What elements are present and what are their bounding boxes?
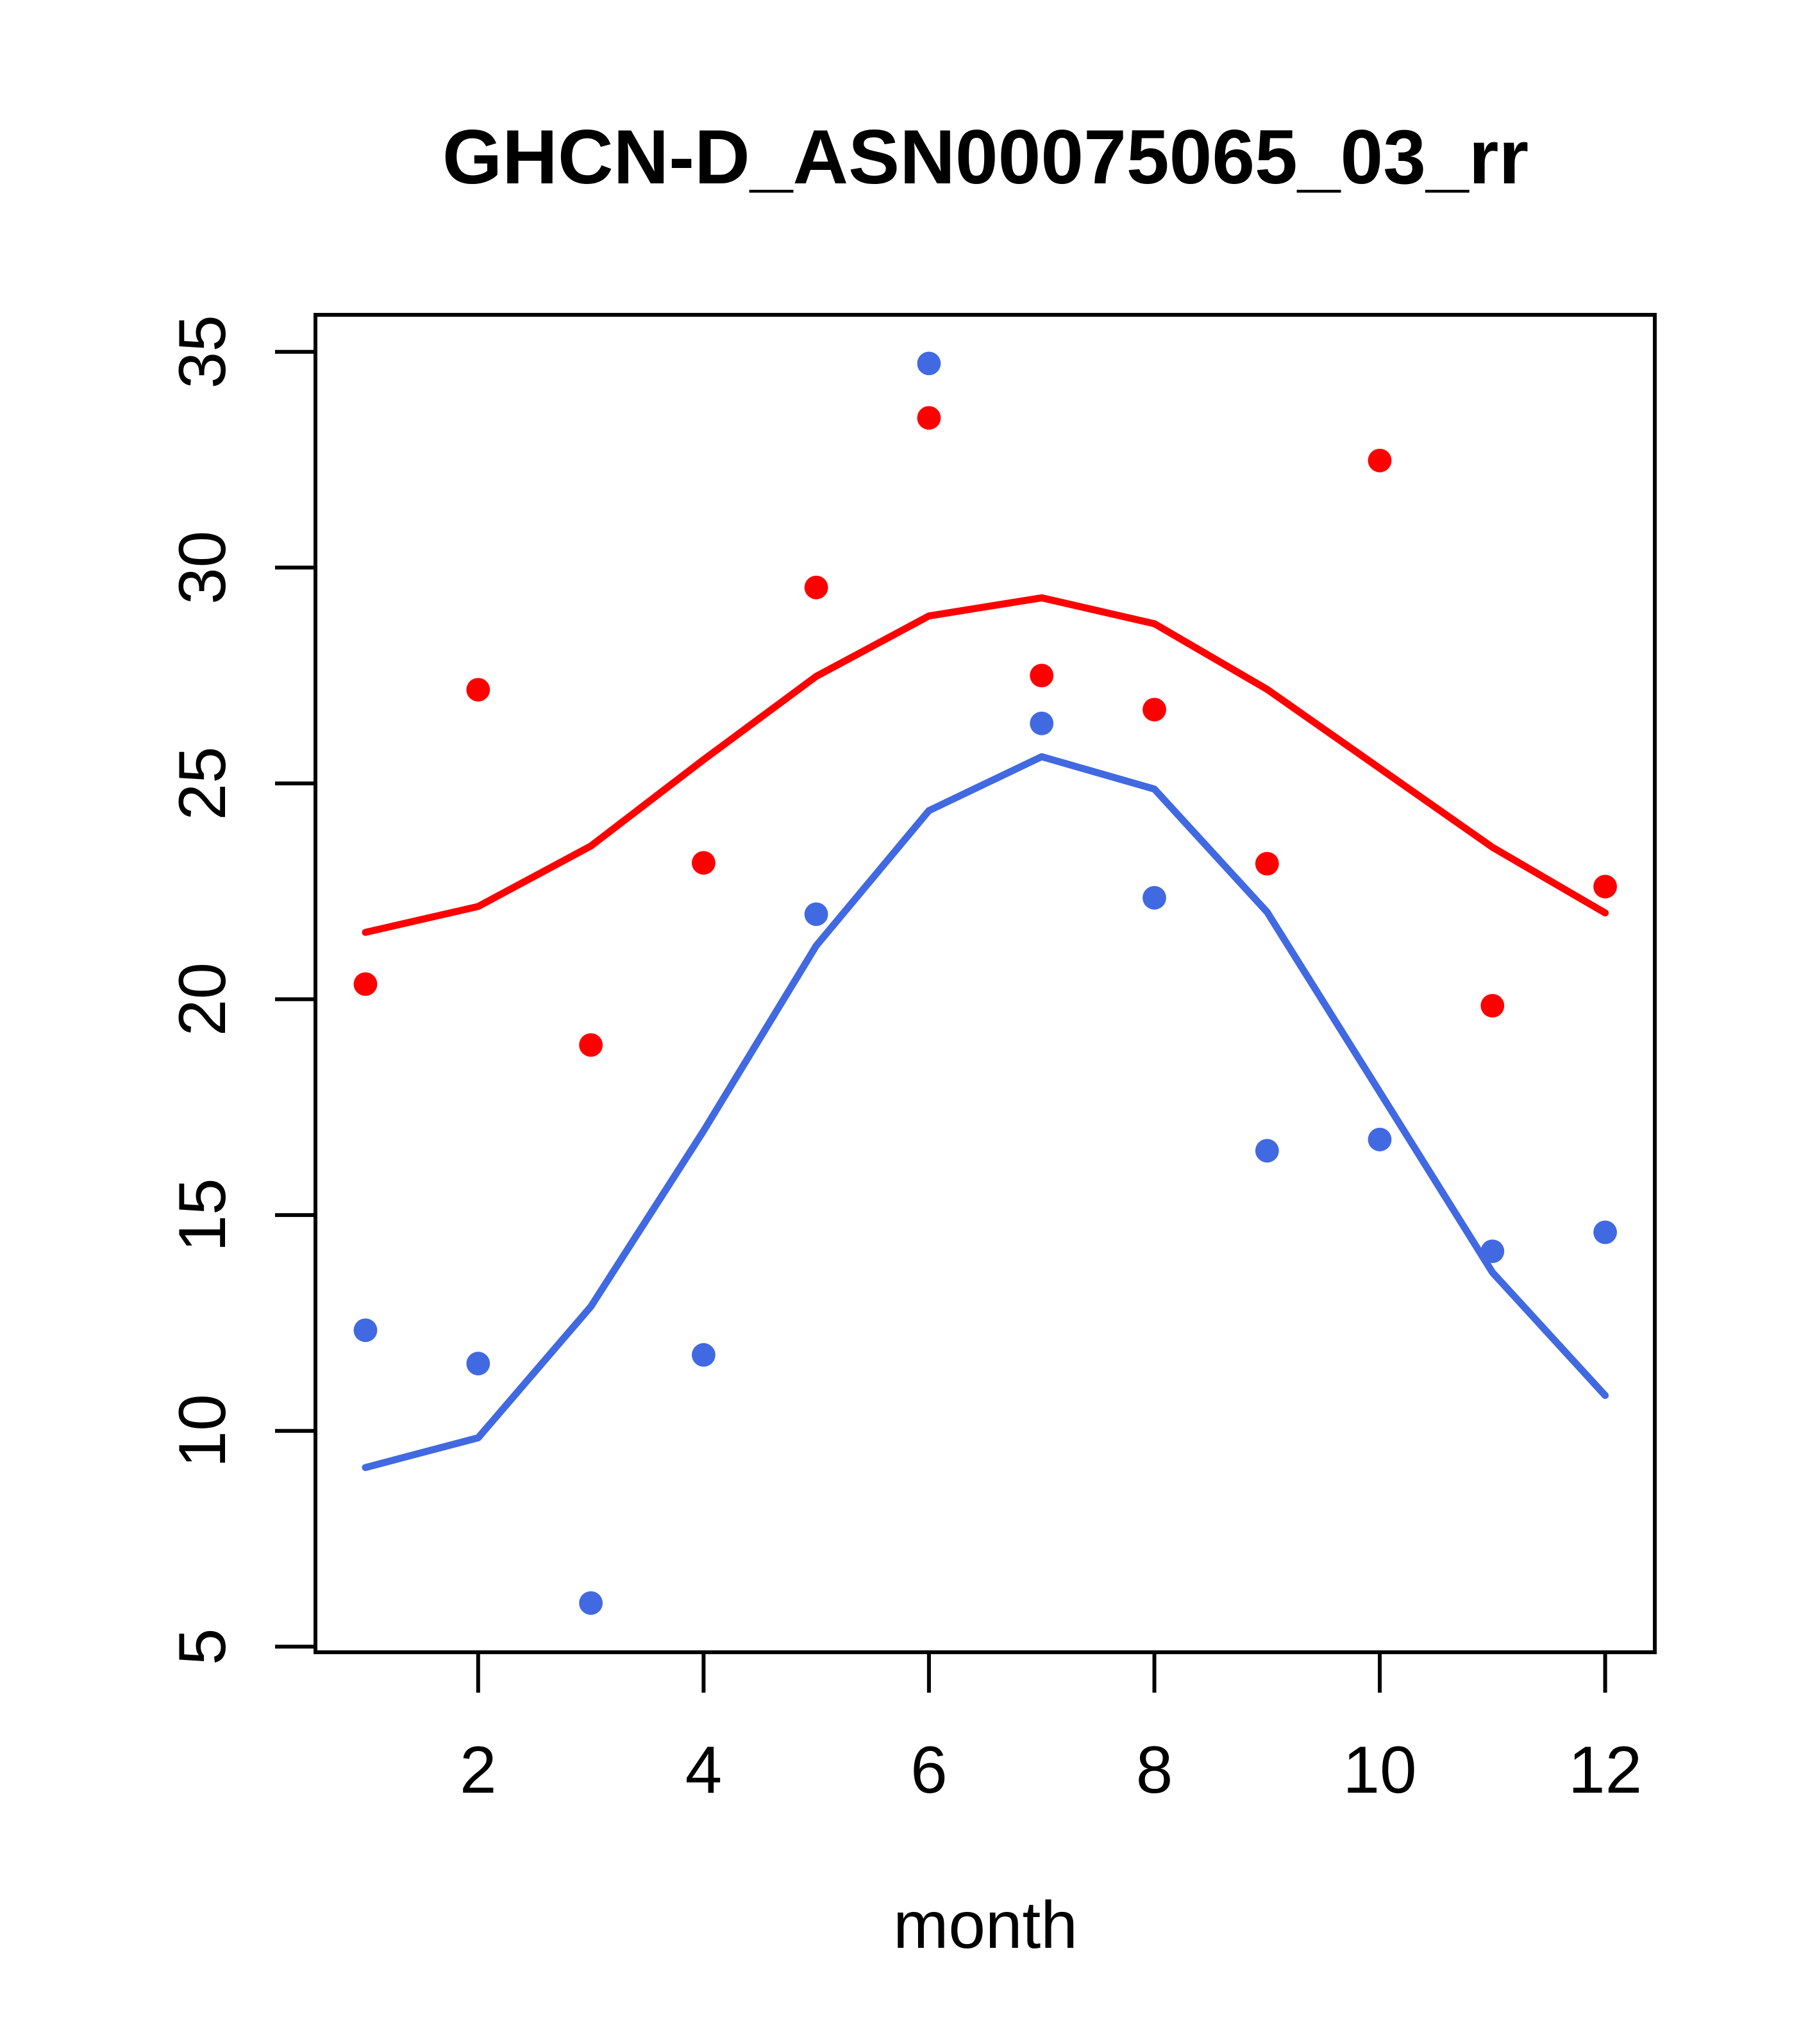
svg-text:GHCN-D_ASN00075065_03_rr: GHCN-D_ASN00075065_03_rr xyxy=(442,114,1528,200)
svg-text:35: 35 xyxy=(165,315,239,389)
svg-text:10: 10 xyxy=(1343,1732,1416,1807)
svg-text:15: 15 xyxy=(165,1178,239,1252)
svg-text:4: 4 xyxy=(685,1732,723,1807)
svg-text:10: 10 xyxy=(165,1394,239,1468)
svg-text:30: 30 xyxy=(165,531,239,605)
svg-text:12: 12 xyxy=(1568,1732,1642,1807)
svg-text:2: 2 xyxy=(460,1732,497,1807)
svg-text:month: month xyxy=(893,1888,1078,1962)
svg-text:20: 20 xyxy=(165,962,239,1036)
svg-text:6: 6 xyxy=(910,1732,948,1807)
svg-text:8: 8 xyxy=(1136,1732,1173,1807)
svg-text:25: 25 xyxy=(165,746,239,820)
svg-text:5: 5 xyxy=(165,1629,239,1666)
